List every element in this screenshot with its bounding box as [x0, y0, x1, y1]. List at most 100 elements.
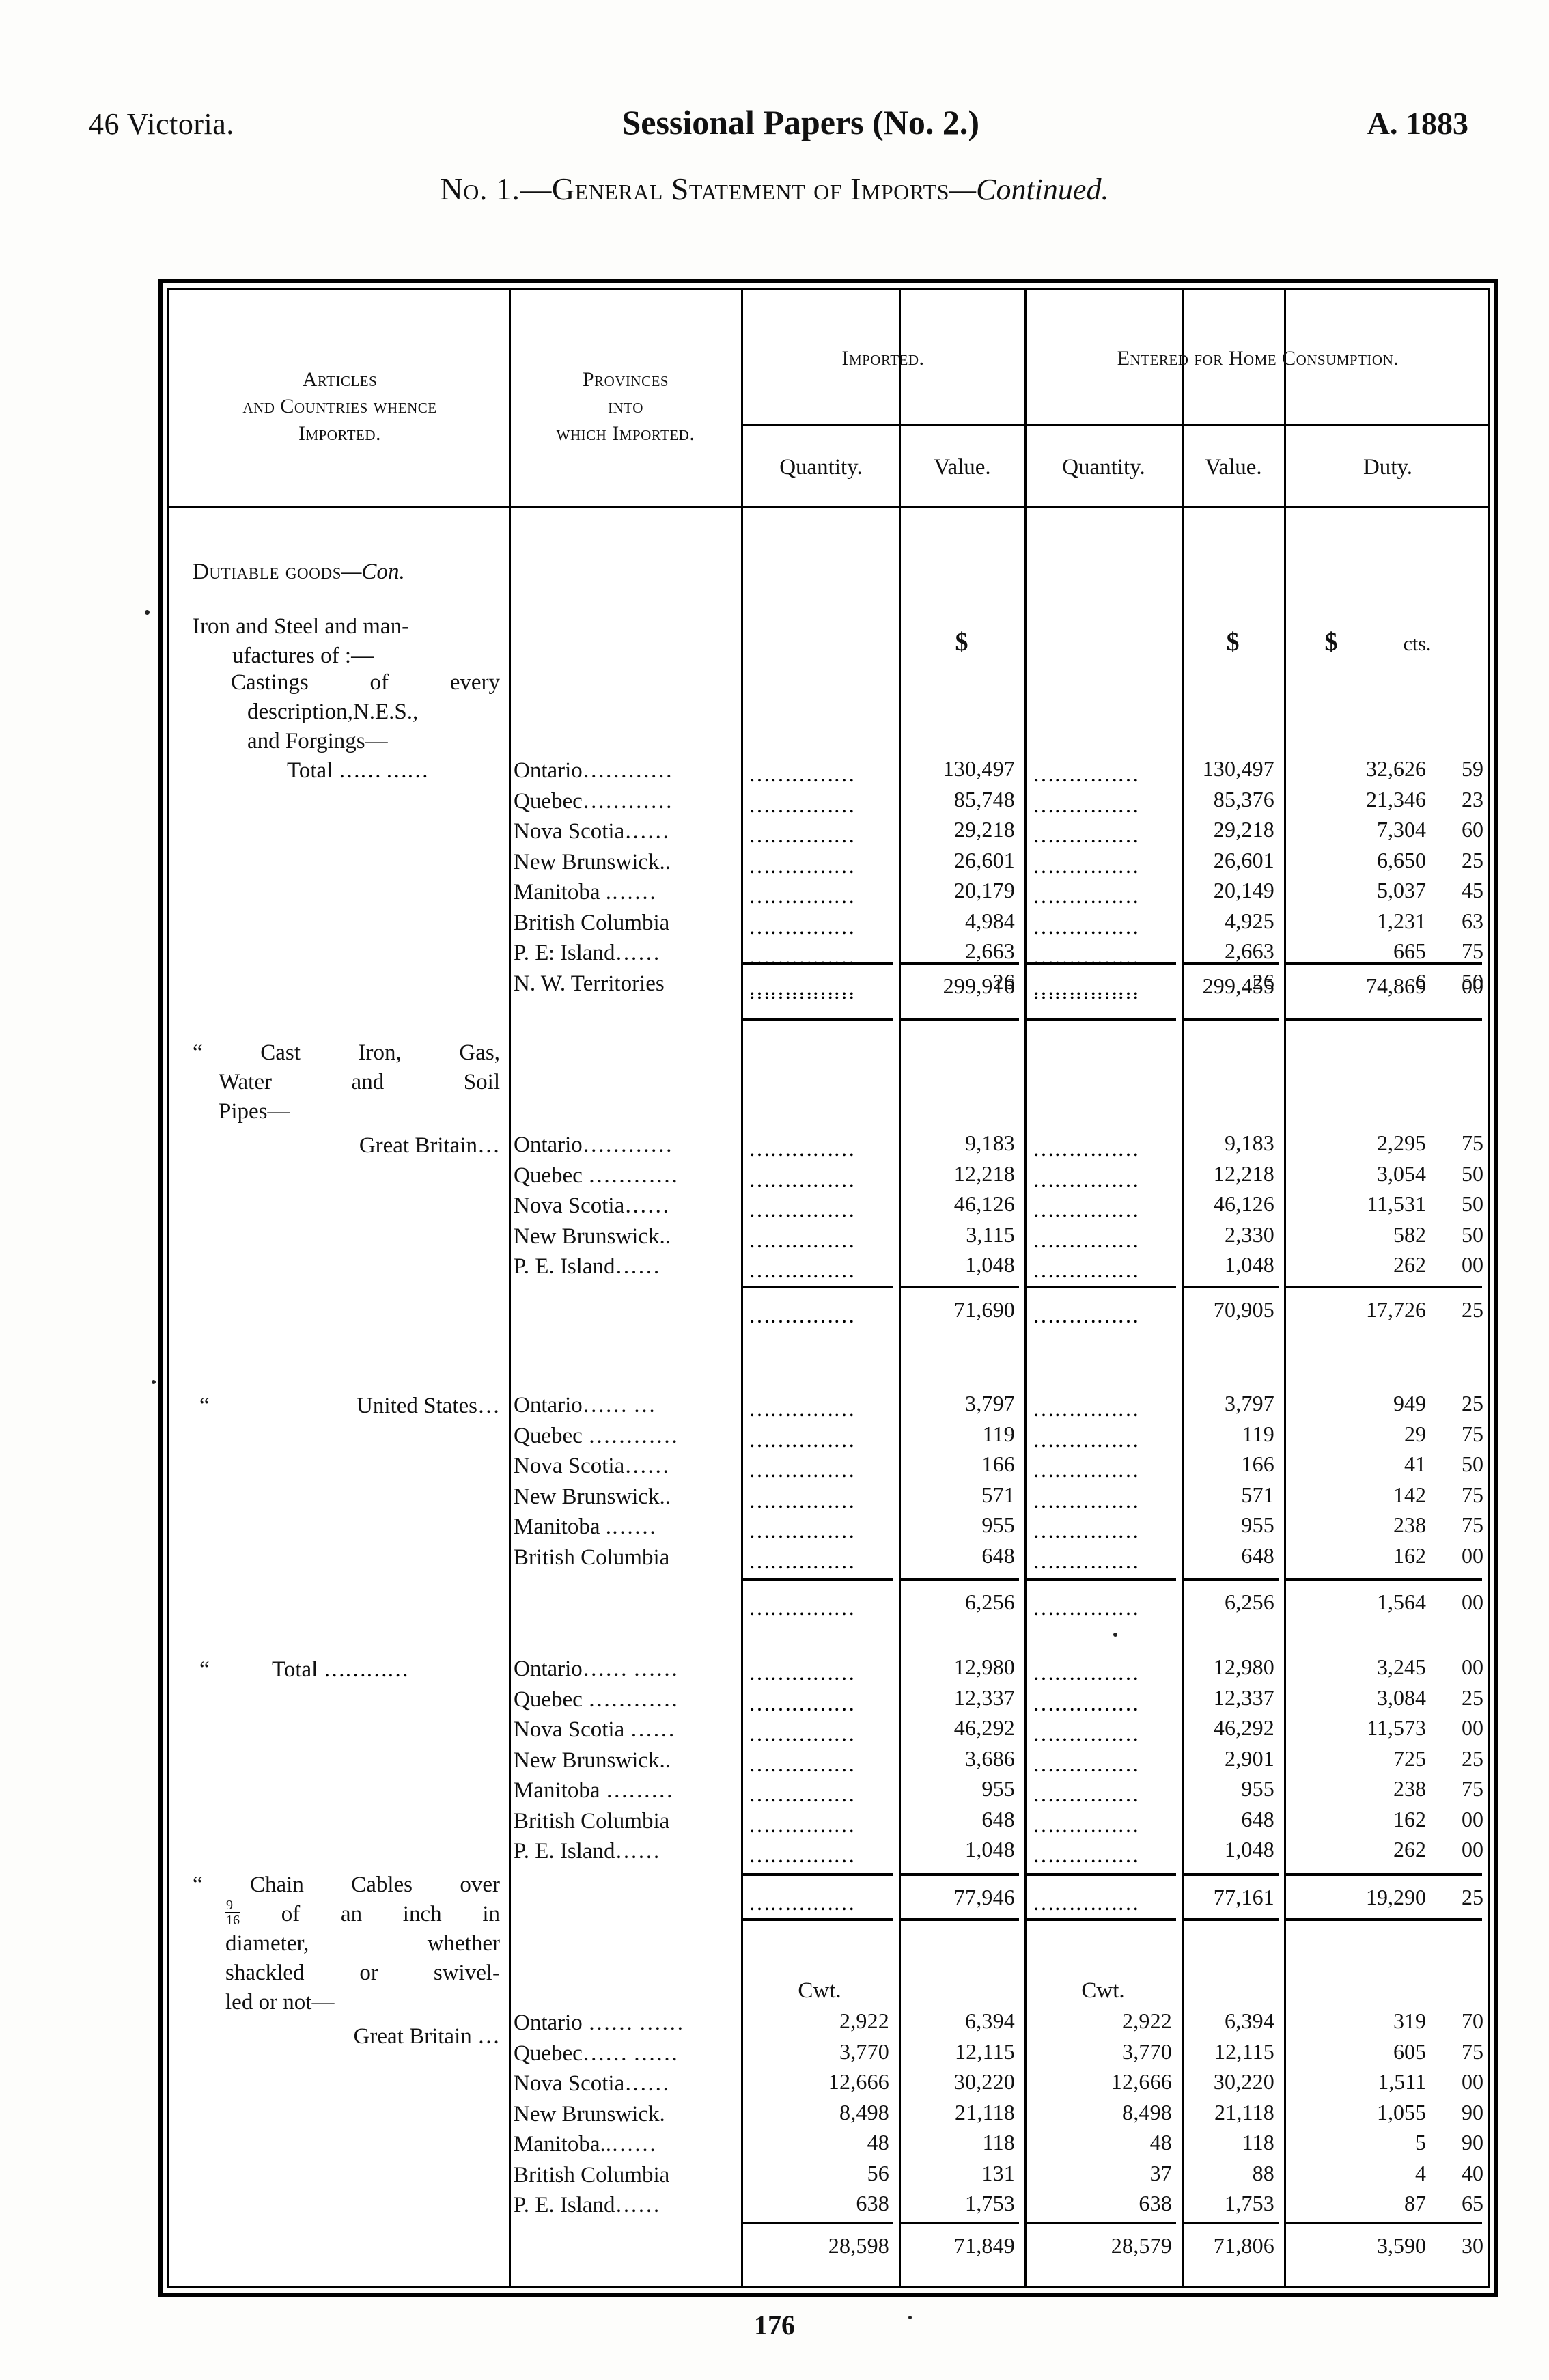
cell-imported-value: 21,118 — [954, 2100, 1015, 2125]
cell-duty-dollars: 725 — [1393, 1746, 1426, 1771]
header-provinces-line3: which Imported. — [556, 421, 695, 445]
cell-entered-value: 130,497 — [1202, 756, 1274, 781]
total-entered-value: 70,905 — [1213, 1297, 1274, 1322]
cell-entered-quantity-empty: …………… — [1033, 822, 1139, 847]
cell-entered-value: 21,118 — [1214, 2100, 1274, 2125]
cell-imported-quantity-empty: …………… — [749, 975, 855, 999]
subtotal-rule-bottom-0 — [743, 1918, 893, 1921]
cell-duty-dollars: 262 — [1393, 1837, 1426, 1862]
cell-duty-dollars: 1,055 — [1377, 2100, 1426, 2125]
cell-imported-quantity-empty: …………… — [749, 1396, 855, 1421]
total-imported-value: 71,849 — [953, 2233, 1015, 2258]
table-row-province: Nova Scotia…… — [514, 2071, 670, 2096]
cell-entered-value: 166 — [1241, 1452, 1274, 1476]
cell-entered-quantity-empty: …………… — [1033, 1197, 1139, 1221]
cell-imported-quantity: 12,666 — [828, 2069, 889, 2094]
cell-entered-value: 6,394 — [1225, 2008, 1274, 2033]
cell-duty-cents: 00 — [1462, 1543, 1483, 1568]
cell-imported-value: 30,220 — [953, 2069, 1015, 2094]
cell-duty-dollars: 4 — [1415, 2161, 1426, 2185]
table-row-province: British Columbia — [514, 1545, 670, 1570]
total-duty-cents: 00 — [1462, 1590, 1483, 1614]
cell-imported-quantity: 638 — [856, 2191, 889, 2215]
cell-imported-quantity-empty: …………… — [749, 1691, 855, 1715]
cell-imported-quantity-empty: …………… — [749, 1518, 855, 1542]
col-rule-imported-qty — [899, 290, 901, 2286]
article-castings-total: Total …… …… — [287, 758, 429, 783]
subtotal-rule-top-2 — [1027, 1578, 1176, 1581]
cell-entered-quantity-empty: …………… — [1033, 1518, 1139, 1542]
cell-entered-value: 1,753 — [1225, 2191, 1274, 2215]
table-row-province: British Columbia — [514, 2163, 670, 2187]
table-row-province: P. E. Island…… — [514, 1839, 660, 1864]
table-row-province: New Brunswick. — [514, 2102, 665, 2127]
cell-entered-value: 85,376 — [1213, 787, 1274, 812]
subtotal-rule-bottom-3 — [1183, 1918, 1279, 1921]
total-imported-value: 77,946 — [953, 1885, 1015, 1909]
subtotal-rule-bottom-0 — [743, 1018, 893, 1021]
cell-entered-quantity-empty: …………… — [1033, 1258, 1139, 1282]
cell-duty-dollars: 3,054 — [1377, 1161, 1426, 1186]
cell-entered-quantity-empty: …………… — [1033, 1427, 1139, 1452]
cell-imported-quantity-empty: …………… — [749, 1812, 855, 1837]
subtotal-rule-top-2 — [1027, 1286, 1176, 1288]
cell-duty-dollars: 29 — [1404, 1422, 1426, 1446]
cell-entered-quantity-empty: …………… — [1033, 792, 1139, 817]
total-imported-value: 299,916 — [943, 973, 1015, 998]
cell-entered-value: 955 — [1241, 1512, 1274, 1537]
subtotal-rule-top-0 — [743, 2222, 893, 2224]
cell-entered-value: 571 — [1241, 1482, 1274, 1507]
cell-entered-value: 648 — [1241, 1807, 1274, 1831]
table-row-province: Nova Scotia…… — [514, 819, 670, 844]
cell-duty-dollars: 5 — [1415, 2130, 1426, 2155]
cell-imported-quantity-empty: …………… — [749, 822, 855, 847]
cell-entered-quantity-empty: …………… — [1033, 1396, 1139, 1421]
total-entered-quantity-empty: …………… — [1033, 979, 1139, 1004]
cell-duty-dollars: 238 — [1393, 1776, 1426, 1801]
cell-imported-value: 119 — [982, 1422, 1015, 1446]
subtotal-rule-bottom-1 — [900, 1018, 1019, 1021]
cell-duty-dollars: 162 — [1393, 1807, 1426, 1831]
cell-imported-value: 3,115 — [966, 1222, 1015, 1247]
table-row-province: New Brunswick.. — [514, 850, 671, 874]
cell-duty-cents: 75 — [1462, 1482, 1483, 1507]
fraction-nine-sixteenths: 9 16 — [225, 1898, 240, 1928]
cell-imported-quantity-empty: …………… — [749, 853, 855, 878]
cell-duty-dollars: 949 — [1393, 1391, 1426, 1415]
cell-entered-value: 88 — [1252, 2161, 1274, 2185]
cell-imported-quantity-empty: …………… — [749, 944, 855, 969]
table-row-province: Ontario………… — [514, 1133, 673, 1157]
table-row-province: N. W. Territories — [514, 971, 665, 996]
cell-duty-dollars: 6 — [1415, 969, 1426, 994]
cell-duty-cents: 23 — [1462, 787, 1483, 812]
cell-duty-cents: 75 — [1462, 1776, 1483, 1801]
subtotal-rule-top-1 — [900, 1578, 1019, 1581]
cell-duty-cents: 00 — [1462, 1252, 1483, 1277]
subtotal-rule-top-4 — [1285, 1873, 1482, 1876]
total-entered-value: 71,806 — [1213, 2233, 1274, 2258]
cell-entered-quantity: 3,770 — [1122, 2039, 1172, 2064]
subtotal-rule-top-3 — [1183, 1578, 1279, 1581]
cell-entered-value: 3,797 — [1225, 1391, 1274, 1415]
total-duty-dollars: 74,869 — [1366, 973, 1426, 998]
cell-imported-quantity: 8,498 — [839, 2100, 889, 2125]
total-entered-value: 299,455 — [1202, 973, 1274, 998]
subtotal-rule-bottom-4 — [1285, 1018, 1482, 1021]
cell-imported-value: 955 — [981, 1776, 1015, 1801]
scan-speck — [145, 610, 150, 615]
cell-entered-value: 12,337 — [1213, 1685, 1274, 1710]
cell-imported-value: 648 — [981, 1807, 1015, 1831]
cell-duty-cents: 50 — [1462, 969, 1483, 994]
subtotal-rule-top-1 — [900, 1286, 1019, 1288]
cell-imported-value: 46,126 — [953, 1191, 1015, 1216]
cell-imported-value: 166 — [981, 1452, 1015, 1476]
cell-duty-dollars: 142 — [1393, 1482, 1426, 1507]
cell-entered-value: 12,980 — [1213, 1655, 1274, 1679]
unit-header-imported-cwt: Cwt. — [798, 1978, 841, 2003]
cell-imported-value: 571 — [981, 1482, 1015, 1507]
cell-entered-quantity-empty: …………… — [1033, 1457, 1139, 1482]
cell-entered-quantity-empty: …………… — [1033, 914, 1139, 939]
cell-imported-quantity: 2,922 — [839, 2008, 889, 2033]
table-row-province: New Brunswick.. — [514, 1224, 671, 1249]
article-chain-cables-great-britain: Great Britain … — [353, 2024, 500, 2049]
